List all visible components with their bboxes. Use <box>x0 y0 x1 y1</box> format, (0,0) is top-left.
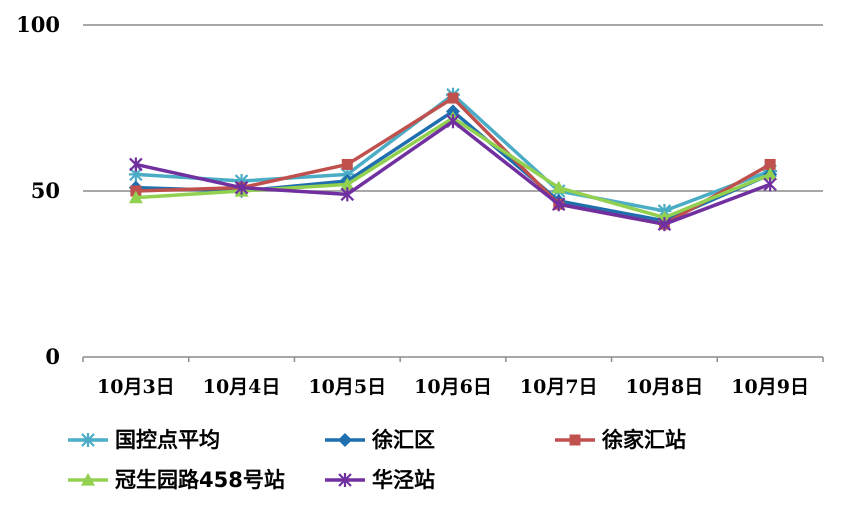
series-4 <box>129 114 777 232</box>
x-axis: 10月3日 10月4日 10月5日 10月6日 10月7日 10月8日 10月9日 <box>82 357 824 398</box>
legend-marker <box>81 433 95 447</box>
data-point <box>763 177 777 192</box>
legend-marker <box>569 434 581 446</box>
legend-item: 华泾站 <box>325 468 435 492</box>
x-tick-label: 10月6日 <box>414 376 492 398</box>
legend-label: 国控点平均 <box>115 428 220 452</box>
legend-item: 冠生园路458号站 <box>68 468 285 492</box>
legend-label: 徐家汇站 <box>601 428 686 452</box>
legend-label: 华泾站 <box>372 468 435 492</box>
y-axis-ticks: 0 50 100 <box>16 12 60 369</box>
series-line <box>135 116 771 220</box>
data-point <box>340 177 355 190</box>
data-point <box>341 158 353 170</box>
legend-marker <box>338 473 352 487</box>
x-tick-label: 10月5日 <box>308 376 386 398</box>
y-tick-label: 50 <box>31 178 60 203</box>
data-point <box>340 187 355 202</box>
legend-marker <box>338 433 352 447</box>
data-point <box>128 190 143 204</box>
data-point <box>128 167 143 182</box>
x-tick-label: 10月8日 <box>626 376 704 398</box>
data-point <box>764 158 776 170</box>
data-point <box>657 217 672 232</box>
legend-item: 徐汇区 <box>325 428 435 452</box>
y-tick-label: 0 <box>45 344 60 369</box>
data-point <box>129 157 143 172</box>
legend-label: 徐汇区 <box>371 428 435 452</box>
legend-marker <box>81 473 95 486</box>
x-tick-label: 10月3日 <box>97 376 175 398</box>
data-point <box>551 197 566 212</box>
data-point <box>763 167 778 180</box>
data-point <box>234 180 249 195</box>
x-tick-label: 10月9日 <box>731 376 809 398</box>
x-tick-label: 10月7日 <box>520 376 598 398</box>
data-point <box>551 180 566 194</box>
x-tick-label: 10月4日 <box>203 376 281 398</box>
series-lines <box>128 87 778 232</box>
y-tick-label: 100 <box>16 12 60 37</box>
data-point <box>447 92 459 104</box>
legend-item: 徐家汇站 <box>555 428 686 452</box>
data-point <box>446 114 460 129</box>
legend-label: 冠生园路458号站 <box>115 468 285 492</box>
legend-item: 国控点平均 <box>68 428 220 452</box>
